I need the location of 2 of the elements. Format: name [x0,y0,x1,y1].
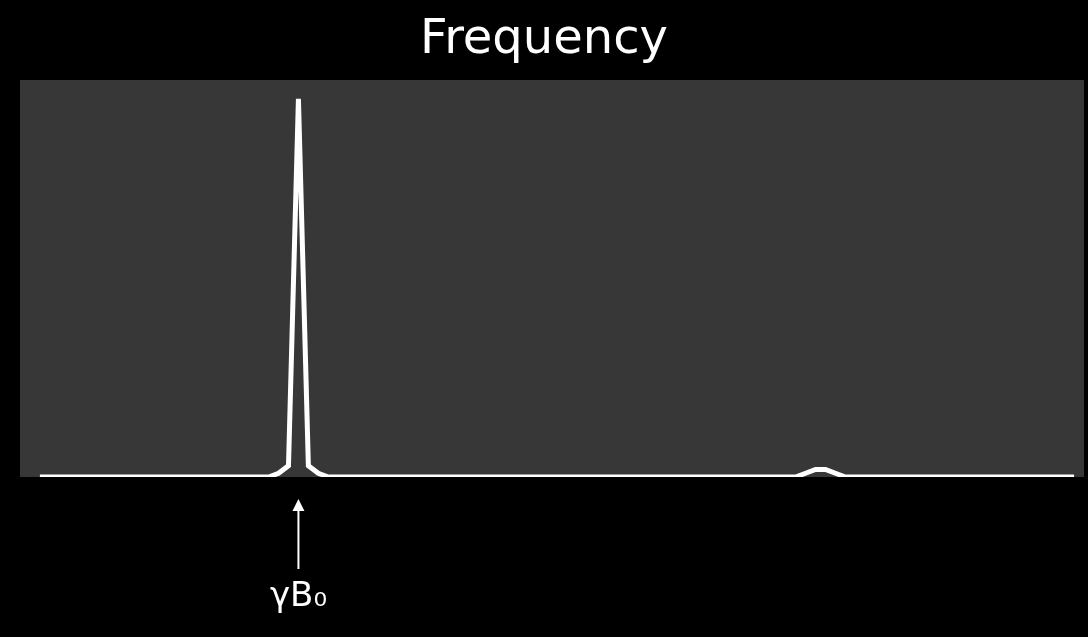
text: γB₀ [270,574,328,614]
chart-title: Frequency [420,7,668,64]
